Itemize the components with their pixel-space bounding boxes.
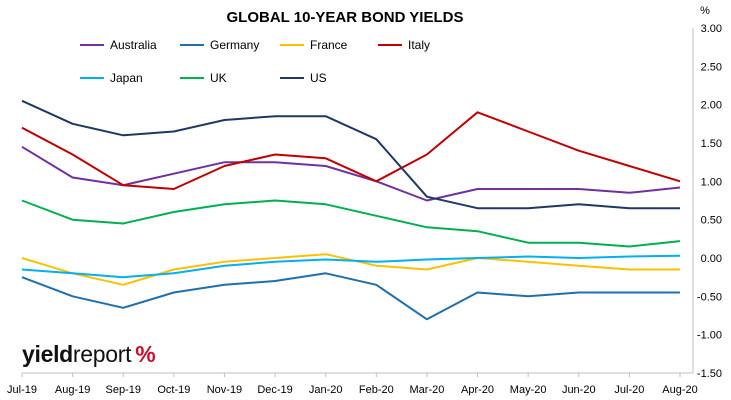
x-tick-label: Jul-20 bbox=[614, 384, 644, 396]
series-lines bbox=[21, 99, 681, 321]
x-tick-label: Nov-19 bbox=[207, 384, 242, 396]
y-tick-label: 0.00 bbox=[701, 253, 722, 265]
x-tick-label: Jun-20 bbox=[562, 384, 596, 396]
legend-label-italy: Italy bbox=[408, 38, 430, 52]
y-tick-label: 2.00 bbox=[701, 100, 722, 112]
x-tick-label: Dec-19 bbox=[257, 384, 292, 396]
x-tick-label: May-20 bbox=[510, 384, 547, 396]
y-axis-unit-label: % bbox=[700, 5, 710, 17]
x-tick-label: Oct-19 bbox=[157, 384, 190, 396]
series-line-japan bbox=[21, 254, 681, 279]
series-line-italy bbox=[21, 111, 681, 190]
x-tick-label: Aug-19 bbox=[55, 384, 90, 396]
y-axis-ticks: 3.00 2.50 2.00 1.50 1.00 0.50 0.00 -0.50 -1.00 -1… bbox=[697, 23, 722, 380]
logo-part-yield: yield bbox=[22, 341, 73, 367]
legend-label-germany: Germany bbox=[210, 38, 259, 52]
logo-percent-sign: % bbox=[135, 341, 156, 367]
series-line-australia bbox=[21, 145, 681, 202]
y-tick-label: 1.50 bbox=[701, 138, 722, 150]
x-tick-label: Sep-19 bbox=[105, 384, 140, 396]
legend-label-australia: Australia bbox=[110, 38, 157, 52]
y-tick-label: -0.50 bbox=[697, 291, 722, 303]
y-tick-label: -1.00 bbox=[697, 330, 722, 342]
series-line-us bbox=[21, 99, 680, 210]
y-tick-label: 0.50 bbox=[701, 215, 722, 227]
legend-label-uk: UK bbox=[210, 71, 227, 85]
legend-label-japan: Japan bbox=[110, 71, 143, 85]
y-tick-label: -1.50 bbox=[697, 368, 722, 380]
x-tick-label: Feb-20 bbox=[359, 384, 394, 396]
x-tick-label: Aug-20 bbox=[662, 384, 697, 396]
legend-label-france: France bbox=[310, 38, 348, 52]
x-tick-label: Jan-20 bbox=[309, 384, 343, 396]
chart-title: GLOBAL 10-YEAR BOND YIELDS bbox=[227, 9, 464, 26]
x-tick-label: Jul-19 bbox=[7, 384, 37, 396]
x-tick-label: Mar-20 bbox=[410, 384, 445, 396]
y-tick-label: 1.00 bbox=[701, 176, 722, 188]
series-line-uk bbox=[21, 199, 681, 248]
legend-label-us: US bbox=[310, 71, 327, 85]
series-line-germany bbox=[21, 272, 680, 321]
y-tick-label: 3.00 bbox=[701, 23, 722, 35]
y-tick-label: 2.50 bbox=[701, 61, 722, 73]
x-tick-label: Apr-20 bbox=[461, 384, 494, 396]
legend: Australia Germany France Italy Japan UK US bbox=[80, 38, 430, 85]
yieldreport-logo: yieldreport% bbox=[22, 341, 156, 368]
x-axis-ticks: Jul-19 Aug-19 Sep-19 Oct-19 Nov-19 Dec-19 Jan-… bbox=[7, 373, 698, 396]
logo-part-report: report bbox=[72, 341, 132, 367]
